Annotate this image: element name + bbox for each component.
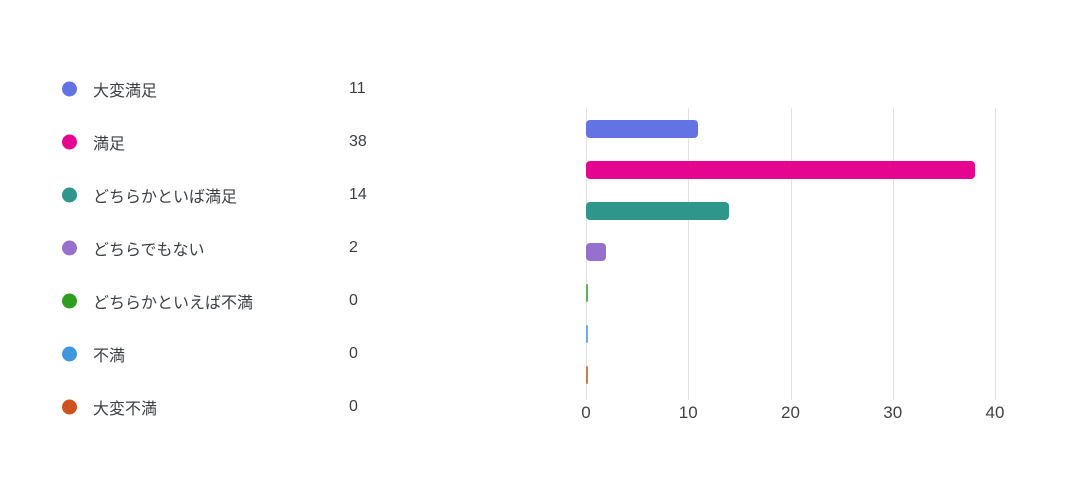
bar-どちらかといば満足	[586, 201, 730, 220]
gridline	[892, 108, 894, 400]
bar-row	[586, 231, 995, 272]
legend-item: どちらでもない 2	[62, 221, 442, 274]
legend-count: 0	[349, 344, 358, 362]
gridline	[688, 108, 690, 400]
legend-item: 大変不満 0	[62, 380, 442, 433]
legend-label: どちらでもない	[93, 241, 205, 259]
legend-count: 0	[349, 397, 358, 415]
legend-item: 満足 38	[62, 115, 442, 168]
bar-不満	[586, 325, 588, 344]
bar-row	[586, 149, 995, 190]
legend-label: 満足	[93, 135, 126, 153]
legend-label: 大変不満	[93, 400, 158, 418]
chart-legend: 大変満足 11 満足 38 どちらかといば満足 14 どちらでもない 2 どちら…	[62, 62, 442, 433]
legend-color-dot	[62, 399, 77, 414]
legend-color-dot	[62, 293, 77, 308]
legend-item: どちらかといば満足 14	[62, 168, 442, 221]
bar-大変満足	[586, 119, 699, 138]
x-tick-label: 30	[883, 403, 903, 422]
bar-row	[586, 190, 995, 231]
legend-item: 大変満足 11	[62, 62, 442, 115]
x-tick-label: 10	[678, 403, 698, 422]
gridline	[995, 108, 996, 400]
legend-label: どちらかといえば不満	[93, 294, 254, 312]
bar-row	[586, 314, 995, 355]
legend-color-dot	[62, 346, 77, 361]
bar-row	[586, 108, 995, 149]
x-tick-label: 0	[581, 403, 591, 422]
legend-label: どちらかといば満足	[93, 188, 238, 206]
bars	[586, 108, 995, 396]
x-tick-label: 20	[781, 403, 800, 422]
x-tick-label: 40	[985, 403, 1005, 422]
legend-label: 大変満足	[93, 82, 158, 100]
legend-count: 2	[349, 238, 358, 256]
gridline	[790, 108, 792, 400]
legend-color-dot	[62, 240, 77, 255]
legend-count: 11	[349, 79, 366, 97]
bar-row	[586, 355, 995, 396]
legend-color-dot	[62, 81, 77, 96]
bar-どちらかといえば不満	[586, 284, 588, 303]
bar-row	[586, 273, 995, 314]
bar-満足	[586, 160, 975, 179]
legend-count: 0	[349, 291, 358, 309]
legend-item: 不満 0	[62, 327, 442, 380]
legend-color-dot	[62, 187, 77, 202]
bar-どちらでもない	[586, 242, 607, 261]
x-axis-ticks: 0 10 20 30 40	[581, 403, 1004, 427]
bar-大変不満	[586, 366, 588, 385]
legend-item: どちらかといえば不満 0	[62, 274, 442, 327]
legend-color-dot	[62, 134, 77, 149]
legend-count: 14	[349, 185, 367, 203]
legend-count: 38	[349, 132, 367, 150]
bar-chart-plot: 0 10 20 30 40	[581, 108, 1004, 422]
legend-label: 不満	[93, 347, 126, 365]
